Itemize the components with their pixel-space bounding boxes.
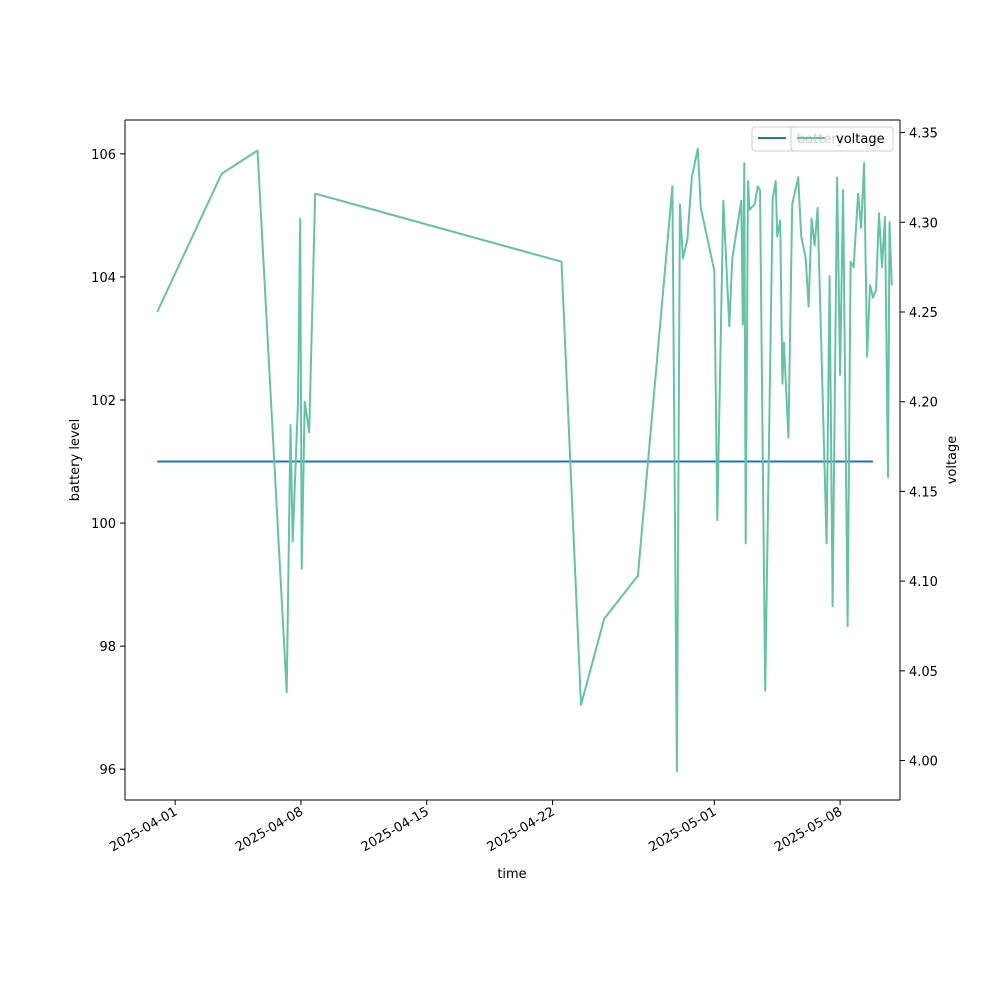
right-y-axis-ticks: 4.00 4.05 4.10 4.15 4.20 4.25 4.30 4.35	[900, 127, 938, 770]
left-y-tick-label: 100	[91, 517, 116, 532]
right-y-axis-label: voltage	[945, 436, 960, 485]
legend-voltage-label: voltage	[836, 132, 885, 147]
plot-frame	[124, 119, 901, 801]
legend-voltage-frame	[790, 126, 894, 152]
left-y-tick-label: 102	[91, 394, 116, 409]
right-y-tick-label: 4.00	[909, 755, 938, 770]
left-y-tick-label: 98	[99, 640, 116, 655]
series-layer	[156, 147, 893, 773]
right-y-tick-label: 4.35	[909, 127, 938, 142]
left-y-tick-label: 104	[91, 271, 116, 286]
right-y-tick-label: 4.10	[909, 575, 938, 590]
left-y-tick-label: 106	[91, 148, 116, 163]
left-y-tick-label: 96	[99, 763, 116, 778]
right-y-tick-label: 4.15	[909, 485, 938, 500]
right-y-tick-label: 4.20	[909, 396, 938, 411]
legend-voltage: voltage	[790, 126, 894, 152]
left-y-axis-ticks: 96 98 100 102 104 106	[91, 148, 125, 778]
right-y-tick-label: 4.25	[909, 306, 938, 321]
plot-area	[125, 120, 900, 800]
left-y-axis-label: battery level	[68, 419, 83, 502]
right-y-tick-label: 4.05	[909, 665, 938, 680]
x-axis-label: time	[497, 867, 526, 882]
series-line-voltage	[156, 147, 893, 773]
right-y-tick-label: 4.30	[909, 216, 938, 231]
